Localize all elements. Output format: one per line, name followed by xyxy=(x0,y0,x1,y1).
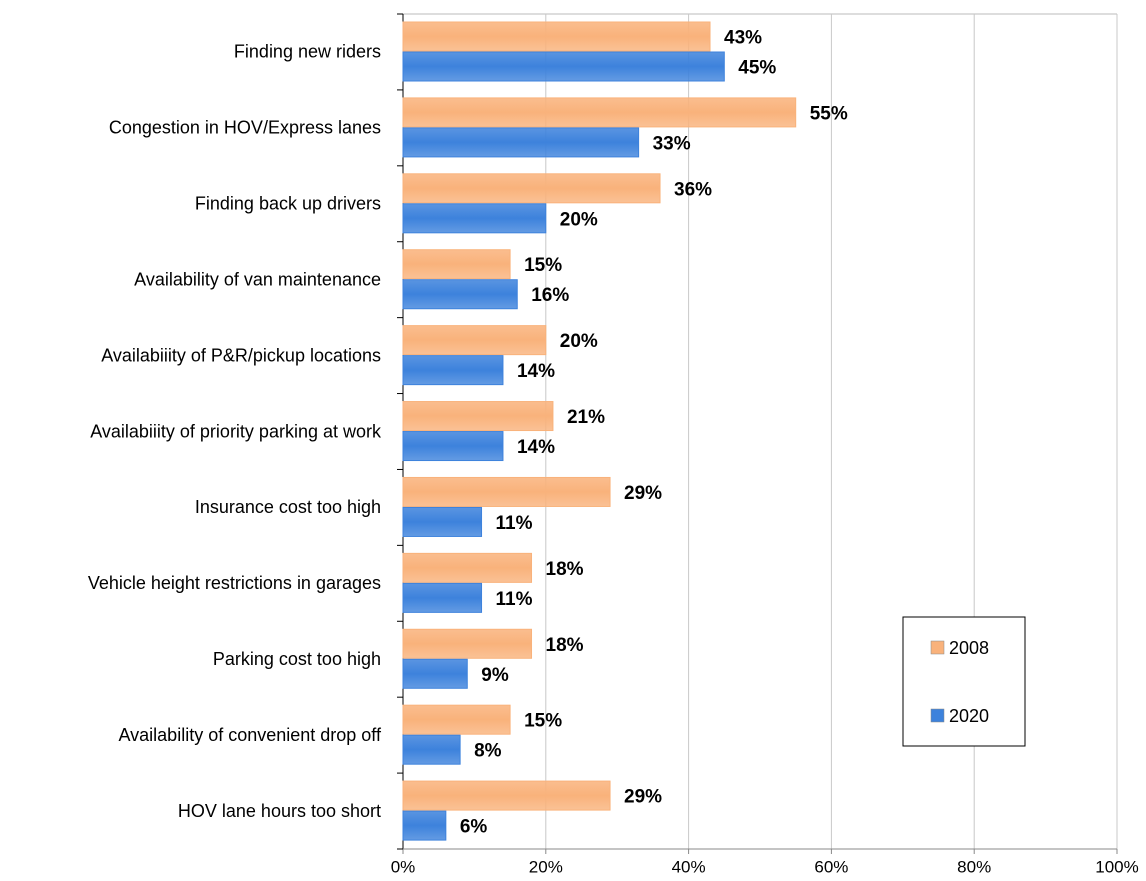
value-label: 20% xyxy=(560,331,598,352)
bar xyxy=(402,355,504,386)
value-label: 18% xyxy=(546,559,584,580)
value-label: 21% xyxy=(567,407,605,428)
category-label: Availabiiity of P&R/pickup locations xyxy=(101,345,381,365)
x-tick-label: 20% xyxy=(529,857,563,876)
value-label: 15% xyxy=(524,255,562,276)
bar xyxy=(402,431,504,462)
bar xyxy=(402,51,725,82)
bar xyxy=(402,476,611,507)
category-label: Finding back up drivers xyxy=(195,194,381,214)
value-label: 18% xyxy=(546,635,584,656)
legend-swatch xyxy=(930,640,945,655)
value-label: 9% xyxy=(481,665,509,686)
x-tick-label: 100% xyxy=(1095,857,1138,876)
bar xyxy=(402,173,661,204)
value-label: 11% xyxy=(496,513,533,534)
x-tick-label: 40% xyxy=(672,857,706,876)
bar xyxy=(402,325,547,356)
category-label: Availability of convenient drop off xyxy=(118,725,382,745)
value-label: 8% xyxy=(474,741,502,762)
bar xyxy=(402,658,468,689)
value-label: 55% xyxy=(810,103,848,124)
category-label: Congestion in HOV/Express lanes xyxy=(109,118,381,138)
category-label: Availabiiity of priority parking at work xyxy=(90,421,382,441)
x-tick-label: 0% xyxy=(391,857,416,876)
bar xyxy=(402,401,554,432)
legend-label: 2008 xyxy=(949,638,989,658)
bar xyxy=(402,628,533,659)
value-label: 16% xyxy=(531,285,569,306)
value-label: 33% xyxy=(653,133,691,154)
value-label: 14% xyxy=(517,437,555,458)
bar xyxy=(402,203,547,234)
category-label: HOV lane hours too short xyxy=(178,801,381,821)
value-label: 29% xyxy=(624,483,662,504)
bar xyxy=(402,780,611,811)
value-label: 36% xyxy=(674,179,712,200)
value-label: 15% xyxy=(524,711,562,732)
bar xyxy=(402,734,461,765)
bar xyxy=(402,582,483,613)
value-label: 6% xyxy=(460,817,488,838)
bar xyxy=(402,97,797,128)
bar xyxy=(402,127,640,158)
category-label: Finding new riders xyxy=(234,42,381,62)
value-label: 11% xyxy=(496,589,533,610)
value-label: 45% xyxy=(738,58,776,79)
bar xyxy=(402,506,483,537)
x-tick-label: 80% xyxy=(957,857,991,876)
bar xyxy=(402,704,511,735)
legend-swatch xyxy=(930,708,945,723)
bar xyxy=(402,552,533,583)
bar xyxy=(402,279,518,310)
x-tick-label: 60% xyxy=(814,857,848,876)
legend-label: 2020 xyxy=(949,706,989,726)
value-label: 43% xyxy=(724,28,762,49)
bar xyxy=(402,249,511,280)
legend-box xyxy=(902,616,1026,747)
bar xyxy=(402,810,447,841)
value-label: 29% xyxy=(624,787,662,808)
bar xyxy=(402,21,711,52)
category-label: Availability of van maintenance xyxy=(134,269,381,289)
category-label: Vehicle height restrictions in garages xyxy=(88,573,381,593)
category-label: Parking cost too high xyxy=(213,649,381,669)
category-label: Insurance cost too high xyxy=(195,497,381,517)
value-label: 20% xyxy=(560,209,598,230)
value-label: 14% xyxy=(517,361,555,382)
